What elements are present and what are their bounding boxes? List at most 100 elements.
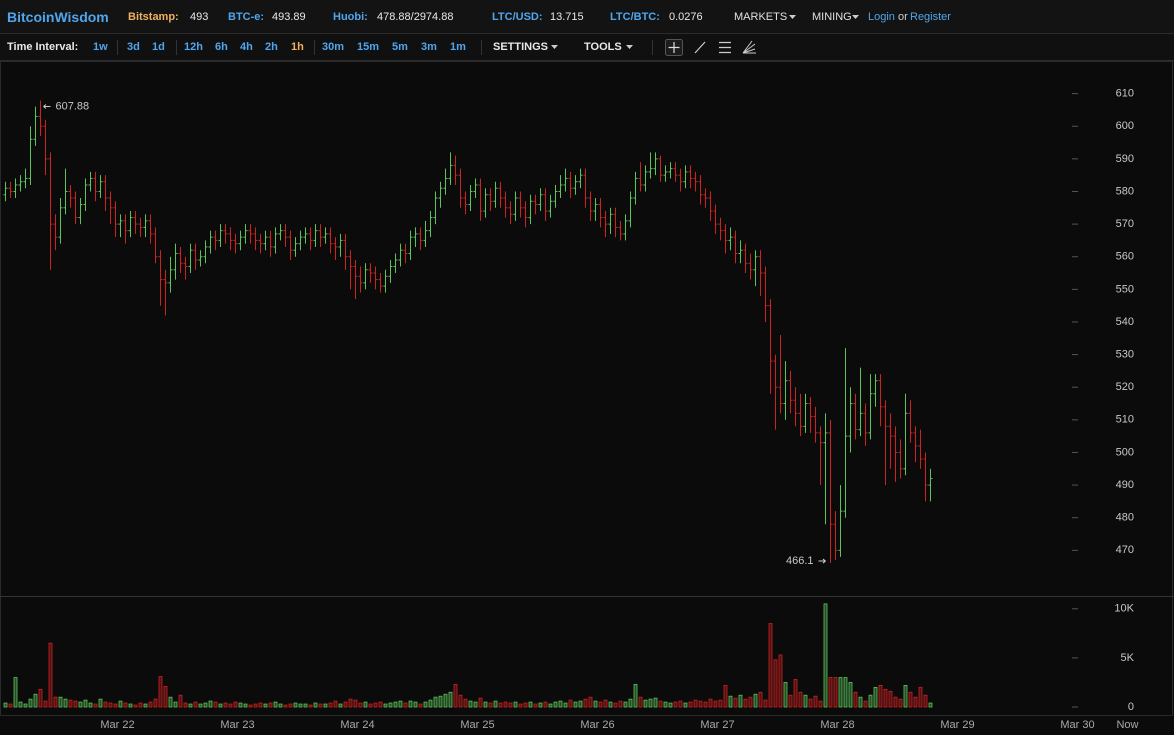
volume-bar bbox=[413, 701, 418, 708]
volume-tick-label: 10K bbox=[1114, 603, 1134, 615]
interval-button[interactable]: 1d bbox=[152, 41, 165, 53]
interval-button[interactable]: 6h bbox=[215, 41, 228, 53]
volume-bar bbox=[568, 699, 573, 708]
logo[interactable]: BitcoinWisdom bbox=[7, 9, 109, 25]
volume-bar bbox=[88, 702, 93, 708]
volume-bar bbox=[643, 699, 648, 708]
caret bbox=[551, 45, 558, 49]
interval-button[interactable]: 30m bbox=[322, 41, 345, 53]
volume-bar bbox=[463, 698, 468, 708]
volume-bar bbox=[28, 698, 33, 708]
y-tick-label: 600 bbox=[1116, 120, 1134, 132]
volume-bar bbox=[228, 703, 233, 708]
volume-bar bbox=[353, 699, 358, 708]
drawing-tools[interactable] bbox=[664, 38, 759, 57]
interval-button[interactable]: 2h bbox=[265, 41, 278, 53]
volume-bar bbox=[128, 703, 133, 708]
interval-label: Time Interval: bbox=[7, 41, 79, 53]
caret bbox=[626, 45, 633, 49]
y-tick-label: 510 bbox=[1116, 414, 1134, 426]
x-tick-label: Mar 26 bbox=[580, 719, 614, 731]
interval-button[interactable]: 4h bbox=[240, 41, 253, 53]
volume-bar bbox=[923, 694, 928, 708]
volume-bar bbox=[348, 698, 353, 708]
interval-button[interactable]: 1w bbox=[93, 41, 108, 53]
volume-bar bbox=[668, 702, 673, 708]
volume-bar bbox=[453, 684, 458, 708]
interval-button[interactable]: 12h bbox=[184, 41, 203, 53]
volume-bar bbox=[178, 694, 183, 708]
ticker-label: Bitstamp: bbox=[128, 11, 179, 23]
volume-bar bbox=[388, 702, 393, 708]
volume-bar bbox=[503, 701, 508, 708]
x-tick-label: Mar 28 bbox=[820, 719, 854, 731]
volume-bar bbox=[893, 696, 898, 708]
x-tick-label: Mar 22 bbox=[100, 719, 134, 731]
interval-button[interactable]: 1m bbox=[450, 41, 466, 53]
volume-bar bbox=[848, 682, 853, 708]
volume-bar bbox=[433, 696, 438, 708]
tools-menu[interactable]: TOOLS bbox=[584, 41, 622, 53]
volume-bar bbox=[278, 703, 283, 708]
volume-bar bbox=[683, 702, 688, 708]
volume-bar bbox=[688, 701, 693, 708]
login-link[interactable]: Login bbox=[868, 11, 895, 23]
volume-bar bbox=[393, 701, 398, 708]
volume-bar bbox=[553, 701, 558, 708]
volume-bar bbox=[718, 699, 723, 708]
volume-bar bbox=[103, 701, 108, 708]
interval-button[interactable]: 5m bbox=[392, 41, 408, 53]
volume-bar bbox=[508, 702, 513, 708]
volume-bar bbox=[793, 679, 798, 708]
volume-bar bbox=[828, 677, 833, 708]
volume-bar bbox=[733, 697, 738, 708]
interval-button[interactable]: 3m bbox=[421, 41, 437, 53]
volume-tick-label: 5K bbox=[1121, 652, 1135, 664]
volume-bar bbox=[498, 702, 503, 708]
volume-bar bbox=[293, 702, 298, 708]
interval-button[interactable]: 1h bbox=[291, 41, 304, 53]
volume-bar bbox=[418, 703, 423, 708]
volume-bar bbox=[198, 703, 203, 708]
volume-bar bbox=[898, 698, 903, 708]
ticker-value: 493.89 bbox=[272, 11, 306, 23]
volume-bar bbox=[913, 696, 918, 708]
separator bbox=[314, 40, 315, 55]
ticker-label: BTC-e: bbox=[228, 11, 265, 23]
volume-bar bbox=[43, 700, 48, 708]
mining-menu[interactable]: MINING bbox=[812, 11, 852, 23]
chart: 470 480 490 500 510 520 530 540 550 560 570 580 590 6… bbox=[0, 61, 1174, 731]
x-tick-label: Mar 25 bbox=[460, 719, 494, 731]
volume-bar bbox=[158, 676, 163, 708]
settings-menu[interactable]: SETTINGS bbox=[493, 41, 549, 53]
volume-bar bbox=[203, 702, 208, 708]
volume-bar bbox=[808, 698, 813, 708]
volume-bar bbox=[163, 685, 168, 708]
volume-bar bbox=[458, 694, 463, 708]
volume-bar bbox=[58, 696, 63, 708]
volume-bar bbox=[593, 700, 598, 708]
volume-bar bbox=[888, 690, 893, 708]
markets-menu[interactable]: MARKETS bbox=[734, 11, 788, 23]
separator bbox=[176, 40, 177, 55]
volume-bar bbox=[193, 701, 198, 708]
y-tick-label: 570 bbox=[1116, 218, 1134, 230]
volume-bar bbox=[403, 702, 408, 708]
volume-bar bbox=[223, 702, 228, 708]
volume-bar bbox=[38, 688, 43, 708]
y-tick-label: 540 bbox=[1116, 316, 1134, 328]
volume-bar bbox=[638, 696, 643, 708]
volume-bar bbox=[473, 701, 478, 708]
interval-button[interactable]: 15m bbox=[357, 41, 380, 53]
volume-bar bbox=[608, 701, 613, 708]
volume-bar bbox=[833, 677, 838, 708]
register-link[interactable]: Register bbox=[910, 11, 951, 23]
interval-button[interactable]: 3d bbox=[127, 41, 140, 53]
volume-bar bbox=[118, 700, 123, 708]
volume-bar bbox=[738, 694, 743, 708]
volume-bar bbox=[308, 704, 313, 708]
x-tick-label: Mar 24 bbox=[340, 719, 374, 731]
volume-bar bbox=[818, 700, 823, 708]
volume-bar bbox=[68, 699, 73, 708]
